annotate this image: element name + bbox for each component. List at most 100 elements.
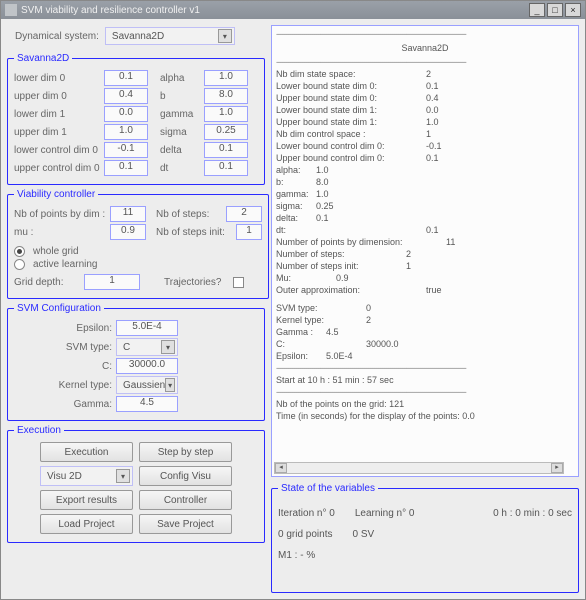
log-key: Outer approximation: [276,284,426,296]
log-key: Lower bound state dim 0: [276,80,426,92]
log-val: 8.0 [316,176,329,188]
minimize-button[interactable]: _ [529,3,545,17]
param-input[interactable]: 0.0 [104,106,148,122]
dynsys-combo[interactable]: Savanna2D ▾ [105,27,235,45]
log-val: 4.5 [326,326,339,338]
scroll-right-icon[interactable]: ▸ [551,463,563,473]
svmtype-value: C [123,342,130,353]
param-input[interactable]: 0.1 [104,70,148,86]
log-key: gamma: [276,188,316,200]
nbstepsinit-input[interactable]: 1 [236,224,262,240]
param-input[interactable]: 0.1 [104,160,148,176]
param-input[interactable]: 1.0 [204,106,248,122]
trajectories-check[interactable] [233,277,244,288]
param-input[interactable]: 8.0 [204,88,248,104]
export-button[interactable]: Export results [40,490,133,510]
log-key: Number of steps init: [276,260,406,272]
active-learning-radio[interactable] [14,259,25,270]
mu-input[interactable]: 0.9 [110,224,146,240]
learn-label: Learning n° 0 [355,508,415,519]
controller-button[interactable]: Controller [139,490,232,510]
log-key: dt: [276,224,426,236]
trajectories-label: Trajectories? [164,277,221,288]
kernel-combo[interactable]: Gaussien ▾ [116,376,178,394]
epsilon-input[interactable]: 5.0E-4 [116,320,178,336]
content: Dynamical system: Savanna2D ▾ Savanna2D … [1,19,585,599]
gridpts-label: 0 grid points [278,529,332,540]
log-val: true [426,284,442,296]
execution-button[interactable]: Execution [40,442,133,462]
kernel-value: Gaussien [123,380,165,391]
right-column: ----------------------------------------… [271,25,579,593]
h-scrollbar[interactable]: ◂ ▸ [274,462,564,474]
log-val: 0.1 [426,224,439,236]
log-val: 5.0E-4 [326,350,353,362]
svm-group: SVM Configuration Epsilon: 5.0E-4 SVM ty… [7,303,265,421]
svmtype-combo[interactable]: C ▾ [116,338,178,356]
log-key: alpha: [276,164,316,176]
param-label: lower dim 1 [14,109,100,120]
dynsys-label: Dynamical system: [15,31,99,42]
chevron-down-icon: ▾ [218,29,232,43]
log-key: Number of steps: [276,248,406,260]
log-val: 0.25 [316,200,334,212]
scroll-left-icon[interactable]: ◂ [275,463,287,473]
param-input[interactable]: 0.25 [204,124,248,140]
log-line: Number of points by dimension:11 [276,236,574,248]
param-input[interactable]: 0.1 [204,142,248,158]
param-label: dt [160,163,200,174]
savanna-legend: Savanna2D [14,53,72,64]
log-key: Upper bound control dim 0: [276,152,426,164]
log-footer1: Nb of the points on the grid: 121 [276,398,574,410]
visu2d-value: Visu 2D [47,471,82,482]
log-val: 1 [426,128,431,140]
viability-legend: Viability controller [14,189,98,200]
log-val: 0.1 [426,80,439,92]
gamma-input[interactable]: 4.5 [116,396,178,412]
execution-legend: Execution [14,425,64,436]
log-val: 2 [406,248,411,260]
configvisu-button[interactable]: Config Visu [139,466,232,486]
log-key: sigma: [276,200,316,212]
log-key: Lower bound state dim 1: [276,104,426,116]
param-label: lower control dim 0 [14,145,100,156]
c-input[interactable]: 30000.0 [116,358,178,374]
load-button[interactable]: Load Project [40,514,133,534]
log-val: 2 [366,314,371,326]
log-line: Upper bound state dim 0:0.4 [276,92,574,104]
param-label: sigma [160,127,200,138]
c-label: C: [44,361,112,372]
griddepth-input[interactable]: 1 [84,274,140,290]
close-button[interactable]: × [565,3,581,17]
svm-legend: SVM Configuration [14,303,104,314]
time-label: 0 h : 0 min : 0 sec [493,508,572,519]
param-row: lower dim 10.0gamma1.0 [14,106,258,122]
param-row: lower control dim 0-0.1delta0.1 [14,142,258,158]
visu2d-combo[interactable]: Visu 2D ▾ [40,466,133,486]
log-key: Upper bound state dim 1: [276,116,426,128]
sv-label: 0 SV [352,529,374,540]
nbpts-input[interactable]: 11 [110,206,146,222]
viability-group: Viability controller Nb of points by dim… [7,189,269,299]
param-input[interactable]: 1.0 [204,70,248,86]
log-key: Nb dim state space: [276,68,426,80]
param-input[interactable]: 0.1 [204,160,248,176]
nbsteps-label: Nb of steps: [156,209,222,220]
active-learning-label: active learning [33,259,97,270]
whole-grid-radio[interactable] [14,246,25,257]
stepbystep-button[interactable]: Step by step [139,442,232,462]
log-title: Savanna2D [276,42,574,54]
left-column: Dynamical system: Savanna2D ▾ Savanna2D … [7,25,265,593]
log-area[interactable]: ----------------------------------------… [271,25,579,477]
log-key: Mu: [276,272,336,284]
param-input[interactable]: 1.0 [104,124,148,140]
save-button[interactable]: Save Project [139,514,232,534]
param-input[interactable]: 0.4 [104,88,148,104]
log-line: Outer approximation:true [276,284,574,296]
log-line: SVM type:0 [276,302,574,314]
param-label: upper control dim 0 [14,163,100,174]
maximize-button[interactable]: □ [547,3,563,17]
param-input[interactable]: -0.1 [104,142,148,158]
nbsteps-input[interactable]: 2 [226,206,262,222]
log-key: C: [276,338,366,350]
